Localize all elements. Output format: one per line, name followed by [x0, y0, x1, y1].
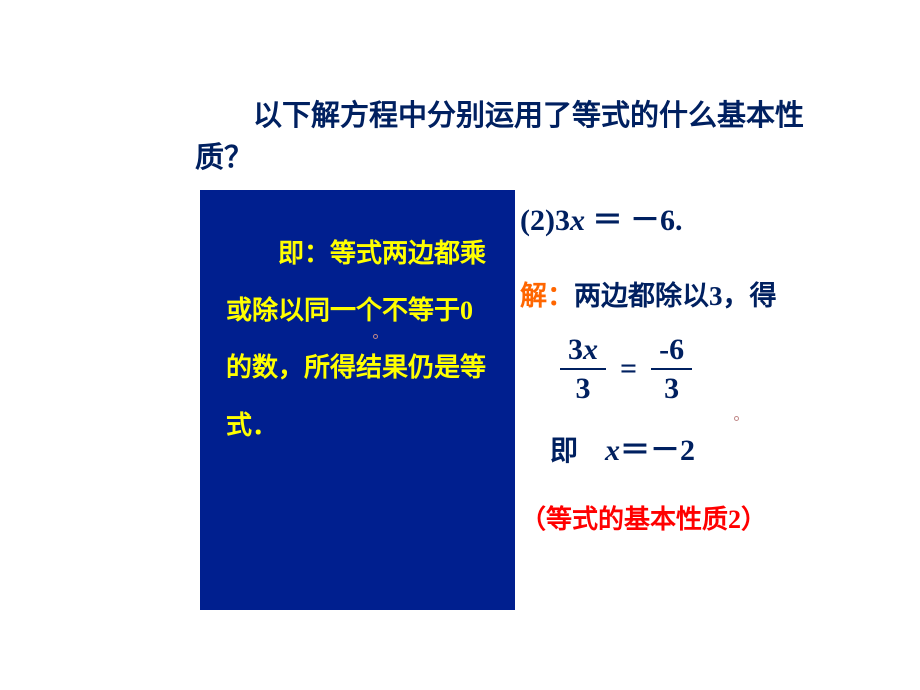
- fraction-eq-sign: =: [620, 352, 637, 386]
- fraction-left-num: 3x: [560, 333, 606, 366]
- frac-left-coeff: 3: [568, 333, 583, 366]
- slide-container: 以下解方程中分别运用了等式的什么基本性质？ 即：等式两边都乘或除以同一个不等于0…: [0, 0, 920, 690]
- rhs-val: －6: [630, 204, 675, 237]
- lhs-var: x: [570, 204, 585, 237]
- fraction-right-den: 3: [656, 372, 687, 405]
- problem-label: (2): [520, 204, 555, 237]
- fraction-right-bar: [651, 368, 692, 370]
- result-eq: ＝: [620, 434, 650, 467]
- result-prefix: 即: [550, 436, 578, 467]
- result-val: －2: [650, 434, 695, 467]
- fraction-left: 3x 3: [560, 333, 606, 405]
- fraction-left-den: 3: [568, 372, 599, 405]
- property-note: （等式的基本性质2）: [520, 499, 900, 536]
- fraction-left-bar: [560, 368, 606, 370]
- frac-left-var: x: [583, 333, 598, 366]
- property-box: 即：等式两边都乘或除以同一个不等于0的数，所得结果仍是等式．: [200, 190, 515, 610]
- decorative-circle-2: [734, 416, 739, 421]
- result-var: x: [605, 434, 620, 467]
- question-text: 以下解方程中分别运用了等式的什么基本性质？: [0, 95, 920, 179]
- decorative-circle-1: [373, 334, 378, 339]
- result-math: x＝－2: [605, 434, 695, 467]
- lhs-coeff: 3: [555, 204, 570, 237]
- fraction-right: -6 3: [651, 333, 692, 405]
- explain-text: 两边都除以3，得: [574, 281, 777, 311]
- property-box-text: 即：等式两边都乘或除以同一个不等于0的数，所得结果仍是等式．: [226, 225, 495, 454]
- result-row: 即 x＝－2: [520, 425, 900, 469]
- solution-explain: 解：两边都除以3，得: [520, 274, 900, 313]
- fraction-row: 3x 3 = -6 3: [520, 333, 900, 405]
- problem-equation: (2)3x ＝ －6.: [520, 195, 900, 239]
- eq-suffix: .: [675, 204, 683, 237]
- solution-column: (2)3x ＝ －6. 解：两边都除以3，得 3x 3 = -6 3 即 x＝－…: [520, 195, 900, 536]
- fraction-right-num: -6: [651, 333, 692, 366]
- explain-prefix: 解：: [520, 281, 574, 311]
